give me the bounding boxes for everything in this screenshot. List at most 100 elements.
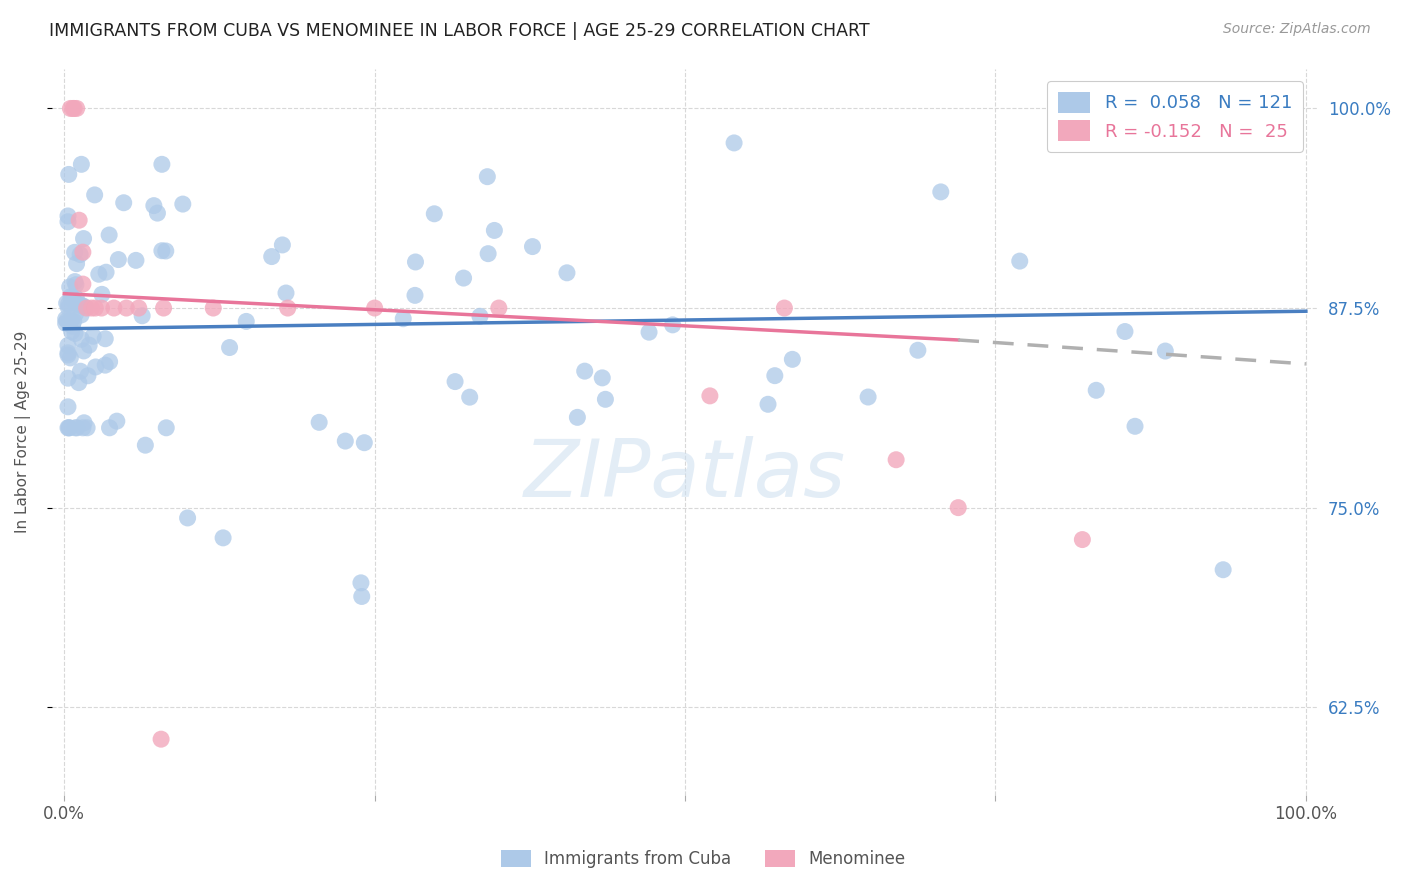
Point	[72, 421, 94, 435]
Point	[350, 575, 373, 590]
Text: IMMIGRANTS FROM CUBA VS MENOMINEE IN LABOR FORCE | AGE 25-29 CORRELATION CHART: IMMIGRANTS FROM CUBA VS MENOMINEE IN LAB…	[49, 22, 870, 40]
Point	[1071, 533, 1094, 547]
Point	[72, 299, 94, 313]
Point	[98, 421, 121, 435]
Point	[59, 280, 82, 294]
Point	[477, 246, 499, 260]
Point	[574, 364, 596, 378]
Point	[84, 301, 107, 315]
Point	[72, 231, 94, 245]
Point	[62, 102, 84, 116]
Point	[59, 102, 82, 116]
Point	[56, 314, 79, 328]
Point	[56, 421, 79, 435]
Point	[67, 213, 90, 227]
Point	[477, 169, 499, 184]
Point	[353, 435, 375, 450]
Point	[773, 301, 796, 315]
Point	[131, 309, 153, 323]
Point	[76, 421, 98, 435]
Point	[56, 338, 79, 352]
Point	[59, 351, 82, 365]
Point	[1123, 419, 1146, 434]
Point	[150, 157, 173, 171]
Point	[172, 197, 194, 211]
Point	[58, 421, 80, 435]
Point	[134, 438, 156, 452]
Point	[271, 238, 294, 252]
Point	[522, 239, 544, 253]
Point	[65, 277, 87, 292]
Point	[66, 102, 89, 116]
Point	[60, 325, 83, 339]
Point	[66, 421, 89, 435]
Point	[405, 255, 427, 269]
Point	[73, 343, 96, 358]
Point	[76, 301, 98, 315]
Point	[73, 300, 96, 314]
Point	[94, 358, 117, 372]
Point	[58, 168, 80, 182]
Point	[856, 390, 879, 404]
Point	[70, 308, 93, 322]
Point	[150, 244, 173, 258]
Point	[72, 277, 94, 291]
Point	[948, 500, 970, 515]
Text: Source: ZipAtlas.com: Source: ZipAtlas.com	[1223, 22, 1371, 37]
Point	[142, 199, 165, 213]
Point	[56, 371, 79, 385]
Point	[73, 416, 96, 430]
Point	[107, 252, 129, 267]
Point	[1154, 344, 1177, 359]
Point	[115, 301, 138, 315]
Point	[98, 354, 121, 368]
Point	[72, 245, 94, 260]
Point	[62, 314, 84, 328]
Point	[638, 325, 661, 339]
Point	[69, 364, 91, 378]
Point	[235, 314, 257, 328]
Point	[444, 375, 467, 389]
Point	[218, 341, 240, 355]
Point	[69, 247, 91, 261]
Point	[55, 296, 77, 310]
Point	[1085, 384, 1108, 398]
Point	[65, 257, 87, 271]
Point	[62, 319, 84, 334]
Point	[782, 352, 804, 367]
Point	[60, 291, 83, 305]
Point	[146, 206, 169, 220]
Point	[1008, 254, 1031, 268]
Point	[661, 318, 683, 332]
Point	[274, 285, 297, 300]
Point	[392, 311, 415, 326]
Point	[63, 293, 86, 308]
Point	[65, 421, 87, 435]
Point	[884, 452, 907, 467]
Point	[70, 157, 93, 171]
Point	[202, 301, 225, 315]
Point	[1114, 325, 1136, 339]
Point	[176, 511, 198, 525]
Point	[98, 227, 121, 242]
Point	[59, 289, 82, 303]
Point	[63, 245, 86, 260]
Point	[929, 185, 952, 199]
Point	[65, 306, 87, 320]
Point	[56, 348, 79, 362]
Point	[335, 434, 357, 448]
Point	[423, 207, 446, 221]
Point	[103, 301, 125, 315]
Point	[484, 223, 506, 237]
Legend: R =  0.058   N = 121, R = -0.152   N =  25: R = 0.058 N = 121, R = -0.152 N = 25	[1047, 81, 1303, 152]
Point	[260, 250, 283, 264]
Point	[63, 102, 86, 116]
Point	[723, 136, 745, 150]
Point	[404, 288, 426, 302]
Point	[756, 397, 779, 411]
Point	[77, 338, 100, 352]
Point	[155, 244, 177, 258]
Point	[84, 359, 107, 374]
Point	[453, 271, 475, 285]
Point	[90, 287, 112, 301]
